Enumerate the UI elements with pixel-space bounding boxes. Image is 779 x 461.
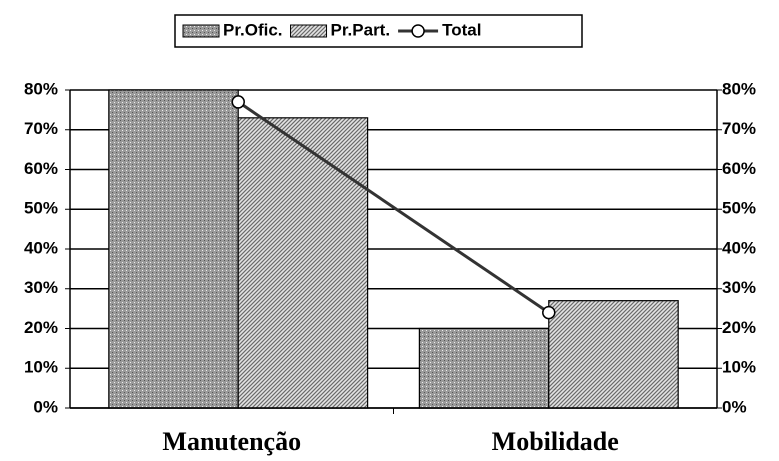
y-tick-label: 20% <box>24 318 58 337</box>
y2-tick-label: 60% <box>722 159 756 178</box>
line <box>237 100 550 314</box>
y-tick-label: 0% <box>33 397 58 416</box>
y-tick-label: 40% <box>24 238 58 257</box>
y-tick-label: 80% <box>24 79 58 98</box>
legend-label: Pr.Ofic. <box>223 20 283 39</box>
y2-tick-label: 10% <box>722 358 756 377</box>
y-tick-label: 60% <box>24 159 58 178</box>
line-marker <box>542 305 556 320</box>
y2-tick-label: 80% <box>722 79 756 98</box>
y-tick-label: 10% <box>24 358 58 377</box>
y-tick-label: 30% <box>24 278 58 297</box>
y2-tick-label: 0% <box>722 397 747 416</box>
bar <box>418 327 550 409</box>
y2-tick-label: 50% <box>722 199 756 218</box>
legend-swatch <box>182 24 220 38</box>
y2-tick-label: 20% <box>722 318 756 337</box>
legend-box <box>174 14 583 48</box>
x-tick-label: Mobilidade <box>492 427 619 456</box>
legend-swatch <box>290 24 328 38</box>
legend-swatch <box>411 24 425 38</box>
line-marker <box>231 95 245 109</box>
legend-label: Pr.Part. <box>331 20 391 39</box>
legend-label: Total <box>442 20 481 39</box>
legend: Pr.Ofic. Pr.Part. Total <box>174 14 583 48</box>
y2-tick-label: 40% <box>722 238 756 257</box>
y-tick-label: 50% <box>24 199 58 218</box>
x-tick-label: Manutenção <box>162 427 301 456</box>
y-tick-label: 70% <box>24 119 58 138</box>
bar <box>237 117 369 409</box>
y2-tick-label: 30% <box>722 278 756 297</box>
bar <box>108 89 239 409</box>
bar <box>548 300 679 409</box>
y2-tick-label: 70% <box>722 119 756 138</box>
